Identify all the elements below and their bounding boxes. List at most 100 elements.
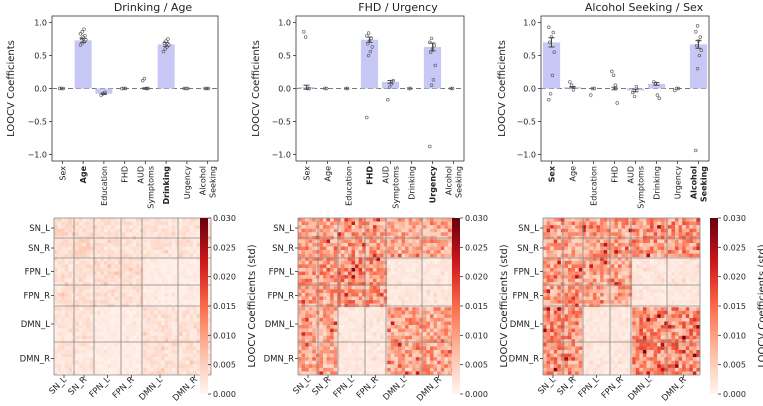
heatmap-cell	[369, 300, 374, 304]
heatmap-cell	[433, 307, 438, 311]
heatmap-cell	[333, 303, 338, 308]
heatmap-cell	[312, 321, 316, 326]
heatmap-cell	[635, 264, 640, 269]
heatmap-cell	[419, 371, 424, 376]
colorbar-tick-label: 0.020	[213, 273, 236, 282]
heatmap-cell	[369, 335, 374, 340]
heatmap-cell	[89, 314, 94, 319]
heatmap-cell	[171, 278, 176, 283]
heatmap-cell	[419, 328, 424, 333]
heatmap-cell	[196, 350, 201, 354]
heatmap-cell	[207, 307, 212, 311]
heatmap-cell	[333, 289, 338, 294]
heatmap-cell	[692, 221, 697, 226]
heatmap-cell	[635, 267, 640, 272]
heatmap-cell	[146, 321, 151, 326]
heatmap-cell	[397, 285, 402, 290]
heatmap-cell	[132, 307, 137, 311]
heatmap-cell	[419, 278, 424, 283]
heatmap-cell	[639, 228, 644, 233]
heatmap-cell	[543, 225, 547, 229]
heatmap-cell	[546, 246, 551, 251]
heatmap-cell	[308, 364, 313, 369]
heatmap-cell	[78, 275, 83, 279]
heatmap-cell	[589, 260, 594, 265]
heatmap-cell	[132, 232, 137, 236]
heatmap-cell	[444, 314, 449, 319]
heatmap-cell	[308, 278, 313, 283]
heatmap-cell	[322, 321, 327, 326]
heatmap-cell	[419, 292, 424, 297]
heatmap-cell	[689, 275, 694, 279]
heatmap-cell	[419, 360, 424, 365]
heatmap-cell	[415, 296, 420, 301]
heatmap-cell	[433, 253, 438, 258]
heatmap-cell	[333, 253, 338, 258]
heatmap-cell	[444, 371, 449, 376]
heatmap-cell	[207, 250, 212, 254]
heatmap-cell	[146, 310, 151, 315]
heatmap-cell	[171, 357, 176, 361]
heatmap-cell	[394, 260, 399, 265]
heatmap-cell	[312, 332, 316, 336]
heatmap-cell	[175, 357, 180, 361]
heatmap-cell	[96, 332, 101, 336]
heatmap-cell	[107, 221, 112, 226]
heatmap-cell	[143, 342, 147, 347]
heatmap-cell	[412, 257, 416, 261]
heatmap-cell	[150, 250, 155, 254]
heatmap-cell	[193, 367, 197, 372]
heatmap-cell	[546, 218, 551, 222]
heatmap-cell	[114, 317, 119, 322]
heatmap-cell	[161, 321, 165, 326]
heatmap-cell	[405, 250, 409, 254]
heatmap-cell	[372, 257, 377, 261]
heatmap-cell	[182, 278, 187, 283]
heatmap-cell	[171, 307, 176, 311]
heatmap-cell	[394, 296, 399, 301]
y-tick-label: 0.0	[278, 85, 291, 94]
heatmap-cell	[344, 228, 349, 233]
heatmap-cell	[585, 260, 590, 265]
heatmap-cell	[111, 360, 115, 365]
heatmap-cell	[405, 335, 409, 340]
data-point	[302, 30, 306, 34]
heatmap-cell	[408, 246, 413, 251]
heatmap-cell	[333, 339, 338, 344]
heatmap-cell	[444, 292, 449, 297]
heatmap-cell	[376, 250, 381, 254]
heatmap-cell	[132, 246, 137, 251]
heatmap-cell	[312, 310, 316, 315]
heatmap-cell	[351, 346, 356, 351]
heatmap-cell	[96, 328, 101, 333]
heatmap-cell	[430, 350, 434, 354]
heatmap-cell	[330, 228, 334, 233]
heatmap-cell	[128, 253, 133, 258]
heatmap-cell	[550, 225, 554, 229]
heatmap-cell	[632, 260, 636, 265]
heatmap-cell	[207, 221, 212, 226]
heatmap-cell	[667, 253, 672, 258]
heatmap-cell	[430, 218, 434, 222]
heatmap-cell	[592, 271, 597, 276]
heatmap-cell	[362, 264, 366, 269]
heatmap-cell	[103, 328, 108, 333]
heatmap-cell	[440, 346, 445, 351]
heatmap-cell	[600, 250, 604, 254]
heatmap-cell	[326, 303, 331, 308]
heatmap-cell	[607, 260, 611, 265]
heatmap-cell	[312, 250, 316, 254]
heatmap-cell	[553, 271, 558, 276]
heatmap-cell	[298, 342, 302, 347]
heatmap-cell	[394, 275, 399, 279]
heatmap-cell	[433, 342, 438, 347]
heatmap-cell	[196, 314, 201, 319]
heatmap-cell	[430, 271, 434, 276]
heatmap-cell	[426, 242, 431, 247]
heatmap-cell	[93, 228, 97, 233]
heatmap-cell	[196, 321, 201, 326]
heatmap-cell	[344, 289, 349, 294]
heatmap-cell	[322, 228, 327, 233]
heatmap-cell	[61, 314, 65, 319]
heatmap-cell	[390, 367, 395, 372]
